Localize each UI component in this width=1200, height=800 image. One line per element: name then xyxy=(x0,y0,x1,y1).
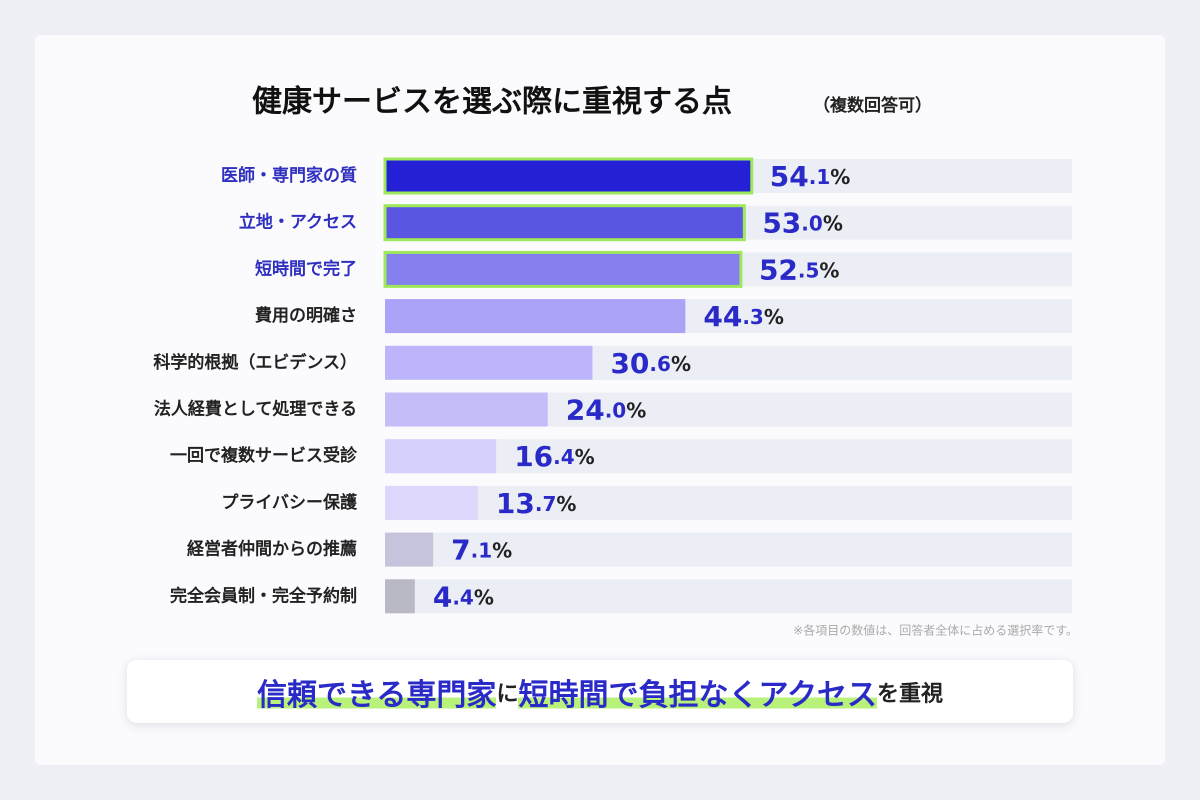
bar xyxy=(383,157,754,195)
bar xyxy=(383,204,746,242)
y-tick-label: 短時間で完了 xyxy=(255,258,357,279)
y-tick-label: 医師・専門家の質 xyxy=(221,165,357,186)
value-label: 7.1% xyxy=(451,534,512,567)
value-label: 54.1% xyxy=(770,160,851,193)
note: ※各項目の数値は、回答者全体に占める選択率です。 xyxy=(793,623,1078,638)
value-label: 30.6% xyxy=(610,347,691,380)
bar xyxy=(385,299,686,334)
value-label: 24.0% xyxy=(566,394,647,427)
value-label: 52.5% xyxy=(759,253,840,286)
y-tick-label: 経営者仲間からの推薦 xyxy=(187,539,357,560)
bar xyxy=(383,250,743,288)
summary-part: 信頼できる専門家 xyxy=(257,669,497,714)
bar xyxy=(385,579,415,614)
chart-title: 健康サービスを選ぶ際に重視する点 xyxy=(252,85,732,120)
bar xyxy=(385,392,548,427)
bar xyxy=(385,345,593,380)
summary-part: を重視 xyxy=(876,681,943,707)
bar xyxy=(385,439,497,474)
value-label: 16.4% xyxy=(514,440,595,473)
y-tick-label: プライバシー保護 xyxy=(221,492,358,513)
value-label: 44.3% xyxy=(703,300,784,333)
summary-part: 短時間で負担なくアクセス xyxy=(518,669,877,714)
summary-part: に xyxy=(496,681,519,707)
y-tick-label: 立地・アクセス xyxy=(239,212,357,233)
bar xyxy=(385,485,478,520)
y-tick-label: 一回で複数サービス受診 xyxy=(170,445,358,466)
value-label: 53.0% xyxy=(762,207,843,240)
y-tick-label: 科学的根拠（エビデンス） xyxy=(153,352,357,373)
track xyxy=(385,579,1072,614)
track xyxy=(385,439,1072,474)
track xyxy=(385,532,1072,567)
bar xyxy=(385,532,434,567)
summary-banner: 信頼できる専門家に短時間で負担なくアクセス を重視 xyxy=(127,660,1073,723)
chart-subtitle: （複数回答可） xyxy=(813,95,932,116)
value-label: 4.4% xyxy=(433,580,494,613)
value-label: 13.7% xyxy=(496,487,577,520)
track xyxy=(385,485,1072,520)
y-tick-label: 法人経費として処理できる xyxy=(154,399,357,420)
y-tick-label: 完全会員制・完全予約制 xyxy=(170,585,357,606)
y-tick-label: 費用の明確さ xyxy=(255,305,357,326)
